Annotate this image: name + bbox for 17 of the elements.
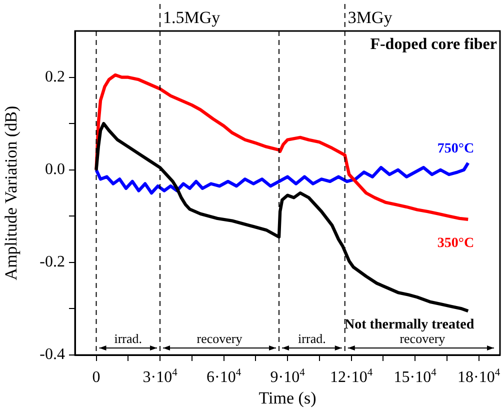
annotation: irrad. bbox=[114, 331, 142, 346]
annotation: recovery bbox=[196, 331, 243, 346]
ref-line-label: 1.5MGy bbox=[163, 8, 221, 27]
y-tick-label: 0.0 bbox=[45, 161, 65, 178]
x-tick-label: 0 bbox=[92, 369, 100, 386]
series-label: 350°C bbox=[437, 236, 474, 251]
x-axis-title: Time (s) bbox=[258, 388, 316, 408]
annotation: recovery bbox=[400, 331, 446, 346]
y-tick-label: -0.4 bbox=[40, 346, 65, 364]
y-tick-label: 0.2 bbox=[45, 68, 65, 86]
annotation: F-doped core fiber bbox=[370, 36, 497, 54]
ref-line-label: 3MGy bbox=[348, 8, 393, 27]
series-label: 750°C bbox=[437, 142, 474, 157]
y-tick-label: -0.2 bbox=[40, 254, 65, 271]
y-axis-title: Amplitude Variation (dB) bbox=[2, 106, 21, 280]
annotation: irrad. bbox=[298, 331, 326, 346]
series-label: Not thermally treated bbox=[344, 318, 474, 333]
